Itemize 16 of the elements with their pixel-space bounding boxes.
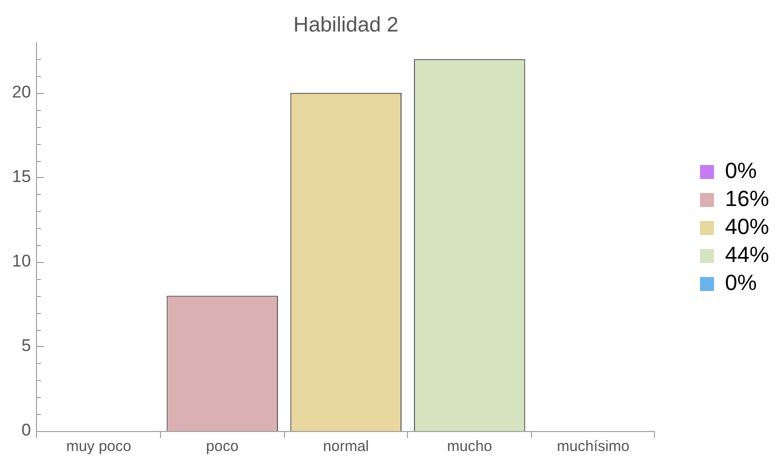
legend-label: 16% — [724, 186, 770, 212]
y-tick-label: 15 — [12, 167, 31, 186]
x-tick-label: muchísimo — [556, 438, 630, 456]
x-tick-label: normal — [323, 438, 369, 456]
legend-label: 40% — [724, 214, 770, 240]
legend-label: 0% — [724, 270, 757, 296]
x-tick-label: poco — [206, 438, 239, 456]
y-tick-label: 20 — [12, 82, 31, 102]
chart-title: Habilidad 2 — [293, 13, 398, 36]
legend-label: 0% — [724, 158, 757, 184]
y-tick-label: 0 — [21, 420, 31, 440]
x-tick-label: mucho — [447, 438, 492, 456]
y-tick-label: 10 — [12, 252, 31, 271]
y-tick-label: 5 — [21, 336, 31, 356]
legend-label: 44% — [724, 242, 770, 268]
x-tick-label: muy poco — [66, 438, 132, 456]
